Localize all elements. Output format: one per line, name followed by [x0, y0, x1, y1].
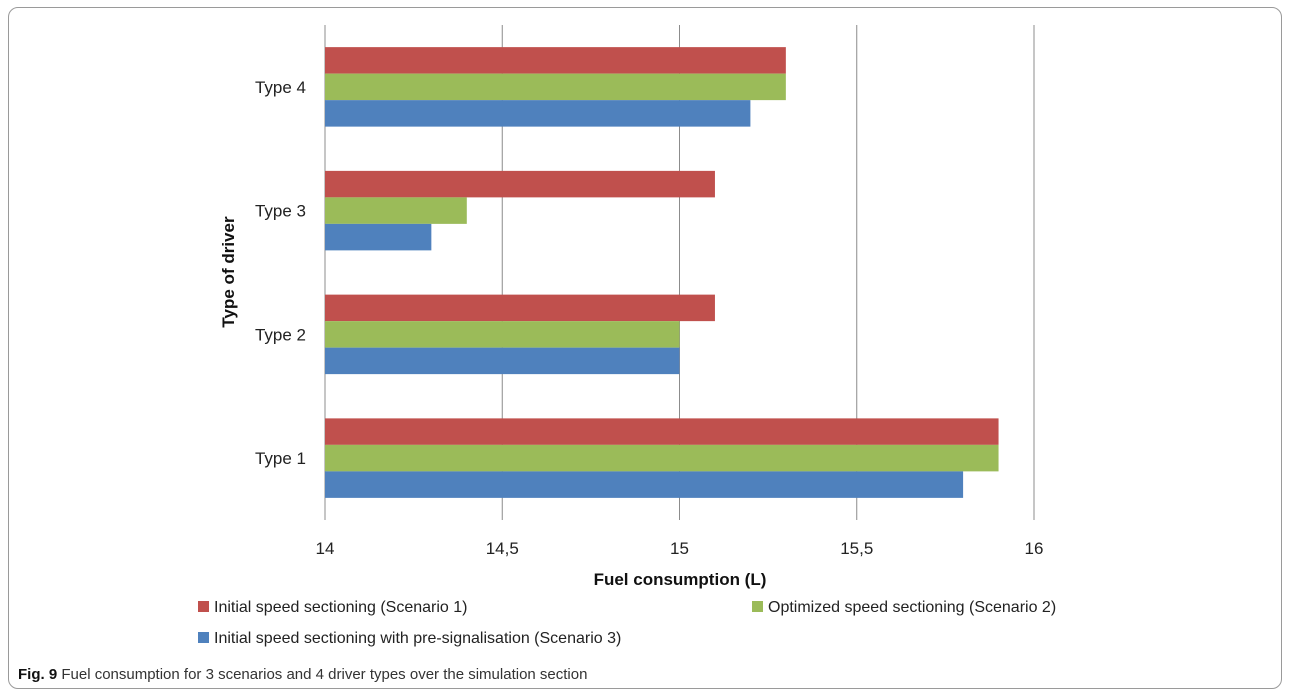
x-axis-title: Fuel consumption (L) — [594, 570, 767, 589]
bars — [325, 47, 999, 498]
bar-series-1-type-4 — [325, 47, 786, 74]
bar-series-2-type-1 — [325, 444, 999, 472]
x-tick-labels: 14 14,5 15 15,5 16 — [316, 539, 1044, 558]
legend: Initial speed sectioning (Scenario 1) Opt… — [198, 599, 1056, 647]
bar-series-1-type-1 — [325, 418, 999, 445]
legend-swatch-2 — [752, 601, 763, 612]
caption-label: Fig. 9 — [18, 666, 58, 683]
caption-text: Fuel consumption for 3 scenarios and 4 d… — [61, 666, 588, 683]
y-tick-labels: Type 1 Type 2 Type 3 Type 4 — [255, 78, 306, 468]
y-tick-label: Type 3 — [255, 202, 306, 221]
bar-series-2-type-3 — [325, 197, 467, 224]
bar-series-3-type-2 — [325, 347, 680, 375]
y-axis-title: Type of driver — [219, 216, 238, 328]
x-tick-label: 15,5 — [840, 539, 873, 558]
x-tick-label: 14 — [316, 539, 335, 558]
bar-series-2-type-2 — [325, 321, 680, 348]
bar-series-1-type-3 — [325, 170, 715, 198]
figure-frame — [8, 7, 1282, 689]
legend-swatch-1 — [198, 601, 209, 612]
legend-label-1: Initial speed sectioning (Scenario 1) — [214, 599, 467, 616]
bar-series-2-type-4 — [325, 73, 786, 101]
x-tick-label: 14,5 — [486, 539, 519, 558]
bar-series-3-type-1 — [325, 471, 964, 498]
x-tick-label: 15 — [670, 539, 689, 558]
legend-swatch-3 — [198, 632, 209, 643]
bar-series-3-type-4 — [325, 100, 751, 127]
y-tick-label: Type 4 — [255, 78, 306, 97]
bar-series-3-type-3 — [325, 223, 432, 251]
legend-label-3: Initial speed sectioning with pre-signal… — [214, 630, 621, 647]
figure-caption: Fig. 9 Fuel consumption for 3 scenarios … — [18, 666, 587, 683]
bar-series-1-type-2 — [325, 294, 715, 322]
y-tick-label: Type 1 — [255, 449, 306, 468]
x-tick-label: 16 — [1025, 539, 1044, 558]
legend-label-2: Optimized speed sectioning (Scenario 2) — [768, 599, 1056, 616]
y-tick-label: Type 2 — [255, 325, 306, 344]
